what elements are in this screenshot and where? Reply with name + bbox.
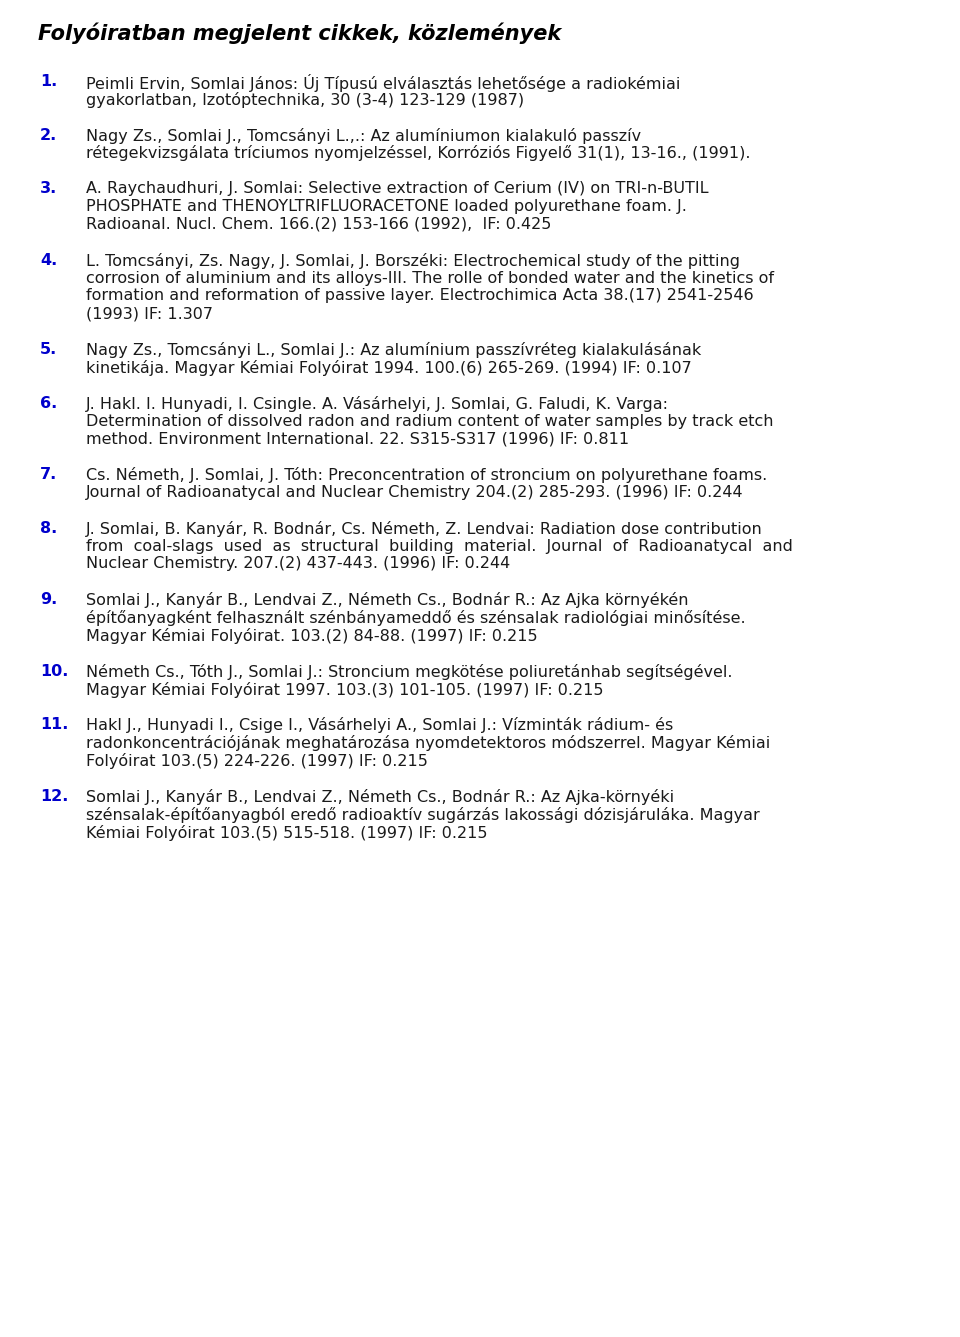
Text: Nagy Zs., Somlai J., Tomcsányi L.,.: Az alumíniumon kialakuló passzív: Nagy Zs., Somlai J., Tomcsányi L.,.: Az … <box>86 127 641 143</box>
Text: Cs. Németh, J. Somlai, J. Tóth: Preconcentration of stroncium on polyurethane fo: Cs. Németh, J. Somlai, J. Tóth: Preconce… <box>86 467 767 483</box>
Text: from  coal-slags  used  as  structural  building  material.  Journal  of  Radioa: from coal-slags used as structural build… <box>86 539 793 554</box>
Text: 11.: 11. <box>40 718 68 733</box>
Text: L. Tomcsányi, Zs. Nagy, J. Somlai, J. Borszéki: Electrochemical study of the pit: L. Tomcsányi, Zs. Nagy, J. Somlai, J. Bo… <box>86 253 740 269</box>
Text: 8.: 8. <box>40 521 58 536</box>
Text: 9.: 9. <box>40 592 58 607</box>
Text: építőanyagként felhasznált szénbányameddő és szénsalak radiológiai minősítése.: építőanyagként felhasznált szénbányamedd… <box>86 610 746 626</box>
Text: rétegekvizsgálata tríciumos nyomjelzéssel, Korróziós Figyelő 31(1), 13-16., (199: rétegekvizsgálata tríciumos nyomjelzésse… <box>86 146 751 162</box>
Text: Determination of dissolved radon and radium content of water samples by track et: Determination of dissolved radon and rad… <box>86 413 774 429</box>
Text: 7.: 7. <box>40 467 58 483</box>
Text: (1993) IF: 1.307: (1993) IF: 1.307 <box>86 306 213 321</box>
Text: Radioanal. Nucl. Chem. 166.(2) 153-166 (1992),  IF: 0.425: Radioanal. Nucl. Chem. 166.(2) 153-166 (… <box>86 217 551 231</box>
Text: corrosion of aluminium and its alloys-III. The rolle of bonded water and the kin: corrosion of aluminium and its alloys-II… <box>86 270 774 286</box>
Text: A. Raychaudhuri, J. Somlai: Selective extraction of Cerium (IV) on TRI-n-BUTIL: A. Raychaudhuri, J. Somlai: Selective ex… <box>86 182 708 197</box>
Text: Somlai J., Kanyár B., Lendvai Z., Németh Cs., Bodnár R.: Az Ajka környékén: Somlai J., Kanyár B., Lendvai Z., Németh… <box>86 592 688 608</box>
Text: gyakorlatban, Izotóptechnika, 30 (3-4) 123-129 (1987): gyakorlatban, Izotóptechnika, 30 (3-4) 1… <box>86 92 524 108</box>
Text: Magyar Kémiai Folyóirat 1997. 103.(3) 101-105. (1997) IF: 0.215: Magyar Kémiai Folyóirat 1997. 103.(3) 10… <box>86 682 604 698</box>
Text: Peimli Ervin, Somlai János: Új Típusú elválasztás lehetősége a radiokémiai: Peimli Ervin, Somlai János: Új Típusú el… <box>86 74 681 92</box>
Text: Kémiai Folyóirat 103.(5) 515-518. (1997) IF: 0.215: Kémiai Folyóirat 103.(5) 515-518. (1997)… <box>86 825 488 841</box>
Text: 10.: 10. <box>40 663 68 679</box>
Text: 6.: 6. <box>40 396 58 410</box>
Text: Nuclear Chemistry. 207.(2) 437-443. (1996) IF: 0.244: Nuclear Chemistry. 207.(2) 437-443. (199… <box>86 556 511 571</box>
Text: formation and reformation of passive layer. Electrochimica Acta 38.(17) 2541-254: formation and reformation of passive lay… <box>86 289 754 303</box>
Text: kinetikája. Magyar Kémiai Folyóirat 1994. 100.(6) 265-269. (1994) IF: 0.107: kinetikája. Magyar Kémiai Folyóirat 1994… <box>86 360 692 376</box>
Text: 5.: 5. <box>40 342 58 357</box>
Text: szénsalak-építőanyagból eredő radioaktív sugárzás lakossági dózisjáruláka. Magya: szénsalak-építőanyagból eredő radioaktív… <box>86 806 759 822</box>
Text: radonkoncentrációjának meghatározása nyomdetektoros módszerrel. Magyar Kémiai: radonkoncentrációjának meghatározása nyo… <box>86 735 770 751</box>
Text: 3.: 3. <box>40 182 58 197</box>
Text: Somlai J., Kanyár B., Lendvai Z., Németh Cs., Bodnár R.: Az Ajka-környéki: Somlai J., Kanyár B., Lendvai Z., Németh… <box>86 789 674 805</box>
Text: Folyóiratban megjelent cikkek, közlemények: Folyóiratban megjelent cikkek, közlemény… <box>38 21 562 44</box>
Text: Folyóirat 103.(5) 224-226. (1997) IF: 0.215: Folyóirat 103.(5) 224-226. (1997) IF: 0.… <box>86 753 428 769</box>
Text: Magyar Kémiai Folyóirat. 103.(2) 84-88. (1997) IF: 0.215: Magyar Kémiai Folyóirat. 103.(2) 84-88. … <box>86 628 538 644</box>
Text: PHOSPHATE and THENOYLTRIFLUORACETONE loaded polyurethane foam. J.: PHOSPHATE and THENOYLTRIFLUORACETONE loa… <box>86 199 686 214</box>
Text: J. Somlai, B. Kanyár, R. Bodnár, Cs. Németh, Z. Lendvai: Radiation dose contribu: J. Somlai, B. Kanyár, R. Bodnár, Cs. Ném… <box>86 521 763 537</box>
Text: 12.: 12. <box>40 789 68 804</box>
Text: 2.: 2. <box>40 127 58 143</box>
Text: 1.: 1. <box>40 74 58 90</box>
Text: Nagy Zs., Tomcsányi L., Somlai J.: Az alumínium passzívréteg kialakulásának: Nagy Zs., Tomcsányi L., Somlai J.: Az al… <box>86 342 701 358</box>
Text: Journal of Radioanatycal and Nuclear Chemistry 204.(2) 285-293. (1996) IF: 0.244: Journal of Radioanatycal and Nuclear Che… <box>86 485 744 500</box>
Text: Németh Cs., Tóth J., Somlai J.: Stroncium megkötése poliuretánhab segítségével.: Németh Cs., Tóth J., Somlai J.: Stronciu… <box>86 663 732 679</box>
Text: method. Environment International. 22. S315-S317 (1996) IF: 0.811: method. Environment International. 22. S… <box>86 432 629 447</box>
Text: Hakl J., Hunyadi I., Csige I., Vásárhelyi A., Somlai J.: Vízminták rádium- és: Hakl J., Hunyadi I., Csige I., Vásárhely… <box>86 718 673 734</box>
Text: J. Hakl. I. Hunyadi, I. Csingle. A. Vásárhelyi, J. Somlai, G. Faludi, K. Varga:: J. Hakl. I. Hunyadi, I. Csingle. A. Vásá… <box>86 396 669 412</box>
Text: 4.: 4. <box>40 253 58 267</box>
